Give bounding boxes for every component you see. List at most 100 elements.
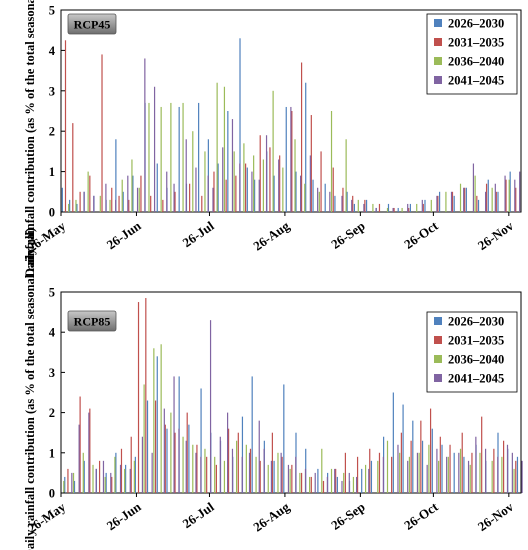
bar bbox=[426, 464, 428, 493]
bar bbox=[98, 460, 101, 493]
bar bbox=[494, 183, 496, 212]
bar bbox=[121, 179, 123, 212]
bar bbox=[370, 460, 373, 493]
bar bbox=[352, 476, 355, 493]
bar bbox=[392, 392, 394, 493]
bar bbox=[72, 472, 75, 493]
bar bbox=[125, 464, 127, 493]
x-tick-label: 26-Aug bbox=[250, 499, 292, 535]
bar bbox=[278, 159, 280, 212]
bar bbox=[484, 448, 487, 493]
bar bbox=[192, 444, 194, 493]
legend-swatch bbox=[434, 355, 442, 363]
bar bbox=[192, 131, 194, 212]
panel-badge: RCP45 bbox=[67, 13, 117, 35]
bar bbox=[185, 440, 187, 493]
bar bbox=[235, 175, 237, 212]
bar bbox=[408, 456, 411, 493]
bar bbox=[214, 456, 216, 493]
bar bbox=[348, 472, 350, 493]
bar bbox=[469, 464, 471, 493]
legend-label: 2026–2030 bbox=[448, 315, 504, 329]
bar bbox=[375, 207, 377, 212]
bar bbox=[447, 456, 449, 493]
bar bbox=[397, 207, 399, 212]
bar bbox=[140, 175, 142, 212]
y-ticks: 0 1 2 3 4 5 bbox=[49, 4, 65, 220]
bar bbox=[239, 163, 241, 212]
bar bbox=[243, 143, 245, 212]
bar bbox=[82, 452, 84, 493]
bar bbox=[245, 444, 247, 493]
bar bbox=[386, 207, 389, 212]
bar bbox=[154, 400, 157, 493]
bar bbox=[491, 460, 493, 493]
bar bbox=[118, 195, 120, 212]
bar bbox=[521, 460, 523, 493]
bar bbox=[114, 456, 116, 493]
bar bbox=[83, 191, 85, 212]
bar bbox=[495, 191, 497, 212]
bar bbox=[195, 167, 197, 212]
bar bbox=[231, 448, 234, 493]
bar bbox=[431, 428, 433, 493]
bar bbox=[475, 436, 477, 493]
bar bbox=[378, 452, 381, 493]
bar bbox=[441, 444, 443, 493]
bar bbox=[174, 432, 176, 493]
bar bbox=[105, 183, 107, 212]
legend-swatch bbox=[434, 317, 442, 325]
bar bbox=[120, 448, 123, 493]
legend-swatch bbox=[434, 336, 442, 344]
bar bbox=[410, 440, 412, 493]
y-tick-label: 2 bbox=[49, 406, 55, 420]
bar bbox=[148, 102, 150, 212]
bar bbox=[215, 464, 217, 493]
legend-swatch bbox=[434, 38, 442, 46]
bar bbox=[299, 472, 301, 493]
bar bbox=[64, 40, 67, 212]
legend-label: 2036–2040 bbox=[448, 55, 504, 69]
bar bbox=[424, 199, 426, 212]
bar bbox=[463, 187, 465, 212]
bar bbox=[352, 195, 354, 212]
bar bbox=[83, 460, 85, 493]
x-tick-label: 26-Sep bbox=[328, 499, 367, 533]
bar bbox=[436, 448, 438, 493]
bar bbox=[182, 102, 184, 212]
bar bbox=[409, 203, 411, 212]
bar bbox=[386, 440, 389, 493]
bar bbox=[295, 171, 297, 212]
bar bbox=[393, 207, 395, 212]
bar bbox=[95, 468, 97, 493]
bar bbox=[262, 159, 264, 212]
bar bbox=[237, 432, 239, 493]
bar bbox=[92, 464, 94, 493]
bar bbox=[269, 147, 271, 212]
bar bbox=[368, 468, 370, 493]
y-tick-label: 5 bbox=[49, 4, 55, 18]
bar bbox=[479, 452, 481, 493]
bar bbox=[317, 187, 319, 212]
bar bbox=[124, 468, 126, 493]
bar bbox=[493, 448, 495, 493]
bar bbox=[186, 412, 188, 493]
bar bbox=[497, 456, 499, 493]
bar bbox=[312, 179, 314, 212]
bar bbox=[67, 468, 69, 493]
bar bbox=[300, 175, 302, 212]
bar bbox=[343, 472, 345, 493]
bar bbox=[265, 135, 268, 212]
y-tick-label: 1 bbox=[49, 446, 55, 460]
bar bbox=[122, 191, 124, 212]
bar bbox=[453, 195, 455, 212]
bar bbox=[231, 119, 234, 212]
bar bbox=[64, 476, 66, 493]
bar bbox=[68, 203, 70, 212]
bar bbox=[320, 151, 322, 212]
bar bbox=[137, 302, 140, 493]
bar bbox=[304, 183, 306, 212]
bar bbox=[472, 163, 475, 212]
bar bbox=[153, 86, 156, 212]
